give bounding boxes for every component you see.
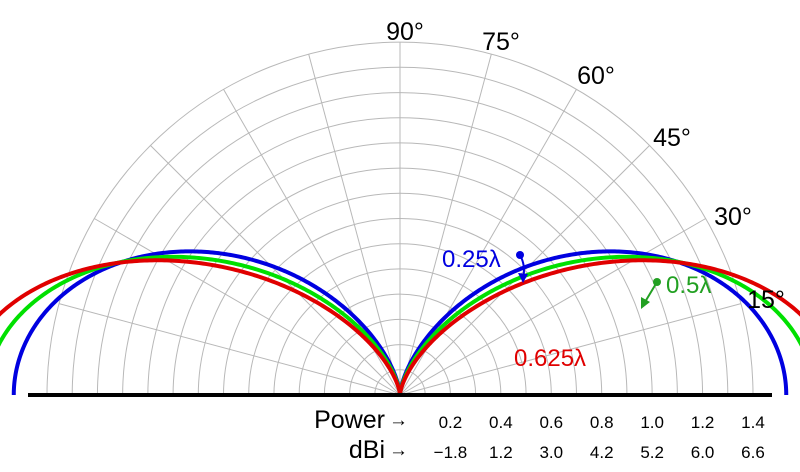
angle-label: 15° [747,286,785,314]
radial-tick-label: 1.4 [741,413,765,432]
power-axis-label: Power [314,406,385,434]
angle-label: 45° [653,124,691,152]
angular-grid-spokes [58,42,742,396]
dbi-tick-label: 5.2 [640,443,664,462]
dbi-tick-label: 6.0 [691,443,715,462]
grid-spoke [94,218,401,396]
radial-tick-label: 1.0 [640,413,664,432]
grid-spoke [308,53,401,396]
series-pointer-arrow [518,273,528,283]
series-pointer-line [644,281,658,303]
radial-tick-label: 1.2 [691,413,715,432]
angle-label: 60° [577,62,615,90]
series-label: 0.625λ [514,345,586,372]
series-labels: 0.25λ 0.5λ 0.625λ [442,246,711,372]
radial-tick-label: 0.6 [539,413,563,432]
axis-titles: Power → dBi → [314,406,408,464]
dbi-tick-labels: −1.8 1.2 3.0 4.2 5.2 6.0 6.6 [434,443,765,462]
dbi-tick-label: 4.2 [590,443,614,462]
power-axis-arrow: → [389,410,408,431]
dbi-axis-label: dBi [349,436,385,464]
series-pointer-arrow [641,297,650,309]
radial-tick-labels: 0.2 0.4 0.6 0.8 1.0 1.2 1.4 [439,413,765,432]
radial-tick-label: 0.4 [489,413,513,432]
angle-label: 75° [482,28,520,56]
grid-spoke [399,303,742,396]
series-label: 0.25λ [442,246,501,273]
angle-labels: 15° 30° 45° 60° 75° 90° [386,18,785,314]
angle-label: 30° [714,203,752,231]
dbi-axis-arrow: → [389,440,408,461]
radial-tick-label: 0.8 [590,413,614,432]
dbi-tick-label: 1.2 [489,443,513,462]
grid-spoke [399,53,492,396]
grid-spoke [399,218,706,396]
radial-tick-label: 0.2 [439,413,463,432]
dbi-tick-label: 6.6 [741,443,765,462]
dbi-tick-label: 3.0 [539,443,563,462]
grid-spoke [150,145,401,396]
dbi-tick-label: −1.8 [434,443,468,462]
grid-spoke [58,303,401,396]
series-label: 0.5λ [666,272,711,299]
angle-label: 90° [386,18,424,46]
